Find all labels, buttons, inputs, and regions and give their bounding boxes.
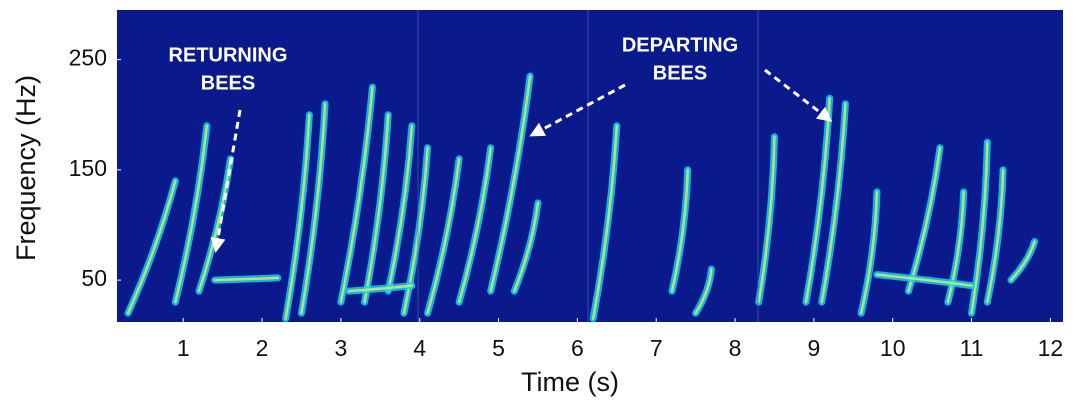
x-tick-label: 4 — [413, 335, 426, 361]
streak-core — [174, 124, 209, 304]
annotation: BEES — [653, 62, 707, 84]
streak-core — [347, 284, 414, 293]
x-tick-label: 3 — [334, 335, 347, 361]
annotation: DEPARTING — [622, 34, 738, 56]
streak-core — [513, 201, 540, 293]
streak-core — [907, 146, 942, 293]
y-tick-label: 50 — [81, 265, 107, 291]
streak-core — [1009, 240, 1036, 282]
streak-core — [402, 146, 429, 315]
x-tick-label: 6 — [571, 335, 584, 361]
panel-separators — [417, 10, 759, 322]
x-tick-label: 7 — [650, 335, 663, 361]
streak-core — [489, 74, 532, 293]
streak-core — [804, 96, 831, 304]
x-tick-label: 9 — [807, 335, 820, 361]
streak-core — [859, 190, 879, 315]
x-axis-label: Time (s) — [521, 367, 619, 397]
streak-core — [284, 113, 311, 320]
streak-core — [694, 267, 713, 315]
x-tick-label: 11 — [960, 335, 984, 361]
streak-core — [986, 168, 1005, 304]
streak-core — [126, 179, 177, 315]
streak-core — [820, 102, 847, 304]
streak-core — [363, 113, 390, 304]
x-tick-label: 5 — [492, 335, 505, 361]
streak-core — [213, 276, 280, 282]
streak-core — [591, 124, 619, 320]
streak-core — [970, 141, 989, 315]
streak-core — [670, 168, 690, 293]
streak-core — [757, 135, 776, 304]
streak-core — [426, 157, 461, 315]
arrows — [210, 68, 833, 253]
y-axis-label: Frequency (Hz) — [11, 75, 41, 261]
y-tick-label: 150 — [69, 155, 107, 181]
streak-core — [339, 85, 374, 304]
annotation: BEES — [201, 72, 255, 94]
streak-core — [300, 102, 327, 315]
x-tick-label: 10 — [880, 335, 906, 361]
x-tick-label: 8 — [729, 335, 742, 361]
x-tick-label: 2 — [256, 335, 269, 361]
streak-core — [386, 124, 414, 293]
y-tick-label: 250 — [69, 45, 107, 71]
streak-core — [946, 190, 965, 304]
x-tick-label: 1 — [177, 335, 190, 361]
plot-area — [117, 10, 1063, 322]
streak-core — [457, 146, 492, 304]
annotation: RETURNING — [169, 44, 288, 66]
x-tick-label: 12 — [1038, 335, 1064, 361]
streak-core — [875, 273, 973, 287]
